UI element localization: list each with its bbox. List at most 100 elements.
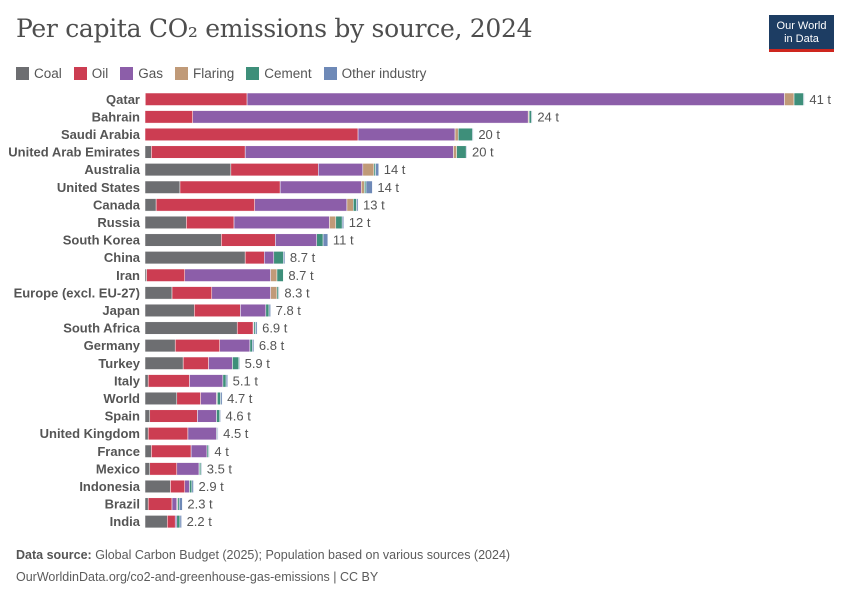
bar-segment-oil[interactable] bbox=[171, 286, 213, 300]
bar-segment-oil[interactable] bbox=[147, 427, 189, 441]
bar-segment-other-industry[interactable] bbox=[268, 303, 271, 317]
bar-segment-gas[interactable] bbox=[254, 198, 348, 212]
bar-segment-oil[interactable] bbox=[144, 127, 359, 141]
bar-segment-oil[interactable] bbox=[186, 215, 235, 229]
bar-segment-cement[interactable] bbox=[176, 515, 181, 529]
bar-segment-other-industry[interactable] bbox=[465, 145, 468, 159]
bar-segment-flaring[interactable] bbox=[454, 127, 459, 141]
bar-segment-oil[interactable] bbox=[151, 145, 246, 159]
bar-segment-other-industry[interactable] bbox=[200, 462, 203, 476]
bar-segment-coal[interactable] bbox=[144, 286, 173, 300]
bar-segment-other-industry[interactable] bbox=[472, 127, 474, 141]
bar-segment-other-industry[interactable] bbox=[252, 339, 255, 353]
bar-segment-oil[interactable] bbox=[147, 374, 190, 388]
bar-segment-other-industry[interactable] bbox=[278, 286, 280, 300]
bar-segment-coal[interactable] bbox=[144, 427, 149, 441]
bar-segment-oil[interactable] bbox=[182, 356, 209, 370]
bar-segment-coal[interactable] bbox=[144, 163, 232, 177]
bar-segment-other-industry[interactable] bbox=[238, 356, 240, 370]
bar-segment-other-industry[interactable] bbox=[356, 198, 359, 212]
bar-segment-coal[interactable] bbox=[144, 303, 195, 317]
bar-segment-gas[interactable] bbox=[200, 391, 217, 405]
bar-segment-oil[interactable] bbox=[145, 92, 248, 106]
bar-segment-other-industry[interactable] bbox=[803, 92, 805, 106]
bar-segment-gas[interactable] bbox=[357, 127, 456, 141]
bar-segment-oil[interactable] bbox=[155, 198, 255, 212]
bar-segment-oil[interactable] bbox=[179, 180, 281, 194]
bar-segment-coal[interactable] bbox=[144, 233, 222, 247]
bar-segment-other-industry[interactable] bbox=[208, 444, 210, 458]
legend-item-coal[interactable]: Coal bbox=[16, 66, 62, 81]
bar-segment-coal[interactable] bbox=[144, 356, 184, 370]
bar-segment-gas[interactable] bbox=[208, 356, 233, 370]
bar-segment-coal[interactable] bbox=[144, 180, 181, 194]
bar-segment-other-industry[interactable] bbox=[375, 163, 379, 177]
bar-segment-oil[interactable] bbox=[147, 497, 173, 511]
bar-segment-gas[interactable] bbox=[246, 92, 785, 106]
bar-segment-oil[interactable] bbox=[146, 268, 185, 282]
bar-segment-cement[interactable] bbox=[457, 127, 473, 141]
bar-segment-gas[interactable] bbox=[184, 479, 190, 493]
source-url[interactable]: OurWorldinData.org/co2-and-greenhouse-ga… bbox=[16, 570, 379, 584]
bar-segment-oil[interactable] bbox=[194, 303, 241, 317]
bar-segment-other-industry[interactable] bbox=[255, 321, 258, 335]
bar-segment-other-industry[interactable] bbox=[365, 180, 373, 194]
bar-segment-other-industry[interactable] bbox=[225, 374, 228, 388]
bar-segment-other-industry[interactable] bbox=[178, 497, 183, 511]
bar-segment-oil[interactable] bbox=[167, 515, 176, 529]
bar-segment-cement[interactable] bbox=[216, 409, 220, 423]
bar-segment-other-industry[interactable] bbox=[531, 110, 533, 124]
bar-segment-coal[interactable] bbox=[144, 198, 157, 212]
bar-segment-gas[interactable] bbox=[184, 268, 271, 282]
bar-segment-gas[interactable] bbox=[219, 339, 251, 353]
bar-segment-flaring[interactable] bbox=[270, 286, 278, 300]
owid-logo[interactable]: Our World in Data bbox=[769, 15, 834, 52]
bar-segment-other-industry[interactable] bbox=[219, 409, 221, 423]
bar-segment-cement[interactable] bbox=[217, 391, 221, 405]
bar-segment-oil[interactable] bbox=[149, 409, 198, 423]
bar-segment-gas[interactable] bbox=[233, 215, 330, 229]
bar-segment-oil[interactable] bbox=[236, 321, 254, 335]
bar-segment-cement[interactable] bbox=[249, 339, 253, 353]
bar-segment-gas[interactable] bbox=[176, 462, 200, 476]
bar-segment-oil[interactable] bbox=[149, 462, 178, 476]
bar-segment-other-industry[interactable] bbox=[220, 391, 223, 405]
bar-segment-flaring[interactable] bbox=[360, 180, 365, 194]
bar-segment-oil[interactable] bbox=[176, 391, 201, 405]
bar-segment-flaring[interactable] bbox=[784, 92, 795, 106]
bar-segment-coal[interactable] bbox=[144, 339, 176, 353]
bar-segment-cement[interactable] bbox=[232, 356, 240, 370]
bar-segment-other-industry[interactable] bbox=[179, 515, 182, 529]
bar-segment-cement[interactable] bbox=[265, 303, 270, 317]
bar-segment-cement[interactable] bbox=[276, 268, 284, 282]
legend-item-oil[interactable]: Oil bbox=[73, 66, 108, 81]
bar-segment-gas[interactable] bbox=[279, 180, 362, 194]
bar-segment-oil[interactable] bbox=[151, 444, 192, 458]
bar-segment-cement[interactable] bbox=[456, 145, 467, 159]
bar-segment-cement[interactable] bbox=[222, 374, 227, 388]
bar-segment-flaring[interactable] bbox=[362, 163, 375, 177]
bar-segment-cement[interactable] bbox=[793, 92, 804, 106]
bar-segment-flaring[interactable] bbox=[329, 215, 337, 229]
legend-item-other-industry[interactable]: Other industry bbox=[323, 66, 426, 81]
bar-segment-cement[interactable] bbox=[273, 251, 284, 265]
bar-segment-flaring[interactable] bbox=[270, 268, 278, 282]
bar-segment-coal[interactable] bbox=[144, 391, 178, 405]
bar-segment-coal[interactable] bbox=[144, 479, 171, 493]
bar-segment-gas[interactable] bbox=[211, 286, 271, 300]
bar-segment-cement[interactable] bbox=[528, 110, 532, 124]
bar-segment-gas[interactable] bbox=[197, 409, 217, 423]
bar-segment-cement[interactable] bbox=[316, 233, 324, 247]
bar-segment-coal[interactable] bbox=[144, 515, 168, 529]
bar-segment-flaring[interactable] bbox=[346, 198, 354, 212]
bar-segment-oil[interactable] bbox=[221, 233, 276, 247]
bar-segment-coal[interactable] bbox=[144, 462, 151, 476]
bar-segment-coal[interactable] bbox=[144, 251, 246, 265]
bar-segment-other-industry[interactable] bbox=[217, 427, 219, 441]
bar-segment-gas[interactable] bbox=[187, 427, 217, 441]
bar-segment-gas[interactable] bbox=[190, 444, 208, 458]
bar-segment-coal[interactable] bbox=[144, 215, 187, 229]
bar-segment-coal[interactable] bbox=[144, 497, 149, 511]
legend-item-flaring[interactable]: Flaring bbox=[175, 66, 234, 81]
bar-segment-gas[interactable] bbox=[244, 145, 454, 159]
